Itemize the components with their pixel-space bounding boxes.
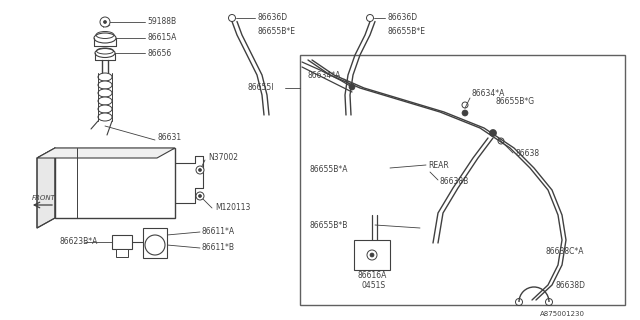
Bar — [143, 228, 167, 258]
Text: A875001230: A875001230 — [540, 311, 585, 317]
Ellipse shape — [98, 81, 112, 89]
Bar — [300, 55, 625, 305]
Circle shape — [104, 20, 106, 23]
Text: 86611*B: 86611*B — [202, 244, 235, 252]
Text: 86616A: 86616A — [358, 270, 387, 279]
Circle shape — [490, 130, 497, 137]
Bar — [354, 240, 390, 270]
Text: 86638: 86638 — [515, 148, 539, 157]
Ellipse shape — [98, 73, 112, 81]
Text: 86655B*B: 86655B*B — [310, 220, 348, 229]
Circle shape — [198, 169, 202, 172]
Ellipse shape — [98, 113, 112, 121]
Circle shape — [349, 84, 355, 90]
Circle shape — [196, 192, 204, 200]
Circle shape — [370, 253, 374, 257]
Text: M120113: M120113 — [215, 204, 250, 212]
Text: 86615A: 86615A — [147, 34, 177, 43]
Bar — [116, 249, 128, 257]
Text: FRONT: FRONT — [32, 195, 56, 201]
Text: 86655B*E: 86655B*E — [257, 27, 295, 36]
Bar — [55, 148, 175, 218]
Text: 86623B*A: 86623B*A — [60, 237, 99, 246]
Text: 86656: 86656 — [147, 49, 172, 58]
Text: 86636D: 86636D — [257, 13, 287, 22]
Text: 86655B*A: 86655B*A — [310, 165, 349, 174]
Text: 86636D: 86636D — [387, 13, 417, 22]
Circle shape — [462, 110, 468, 116]
Text: N37002: N37002 — [208, 154, 238, 163]
Ellipse shape — [94, 33, 116, 43]
Text: 86638D: 86638D — [555, 281, 585, 290]
Polygon shape — [37, 148, 55, 228]
Text: 59188B: 59188B — [147, 18, 176, 27]
Ellipse shape — [98, 89, 112, 97]
Circle shape — [367, 250, 377, 260]
Circle shape — [198, 195, 202, 197]
Text: 86638C*A: 86638C*A — [545, 247, 584, 257]
Text: 86655I: 86655I — [248, 84, 275, 92]
Ellipse shape — [98, 105, 112, 113]
Polygon shape — [37, 148, 175, 158]
Ellipse shape — [98, 97, 112, 105]
Bar — [112, 235, 132, 249]
Circle shape — [145, 235, 165, 255]
Text: 0451S: 0451S — [362, 281, 386, 290]
Circle shape — [100, 17, 110, 27]
Text: 86611*A: 86611*A — [202, 228, 235, 236]
Text: 86655B*G: 86655B*G — [495, 97, 534, 106]
Text: REAR: REAR — [428, 161, 449, 170]
Ellipse shape — [95, 49, 115, 58]
Text: 86634*A: 86634*A — [307, 70, 340, 79]
Text: 86631: 86631 — [157, 133, 181, 142]
Text: 86634*A: 86634*A — [472, 89, 506, 98]
Circle shape — [196, 166, 204, 174]
Text: 86655B*E: 86655B*E — [387, 27, 425, 36]
Text: 86638B: 86638B — [440, 178, 469, 187]
